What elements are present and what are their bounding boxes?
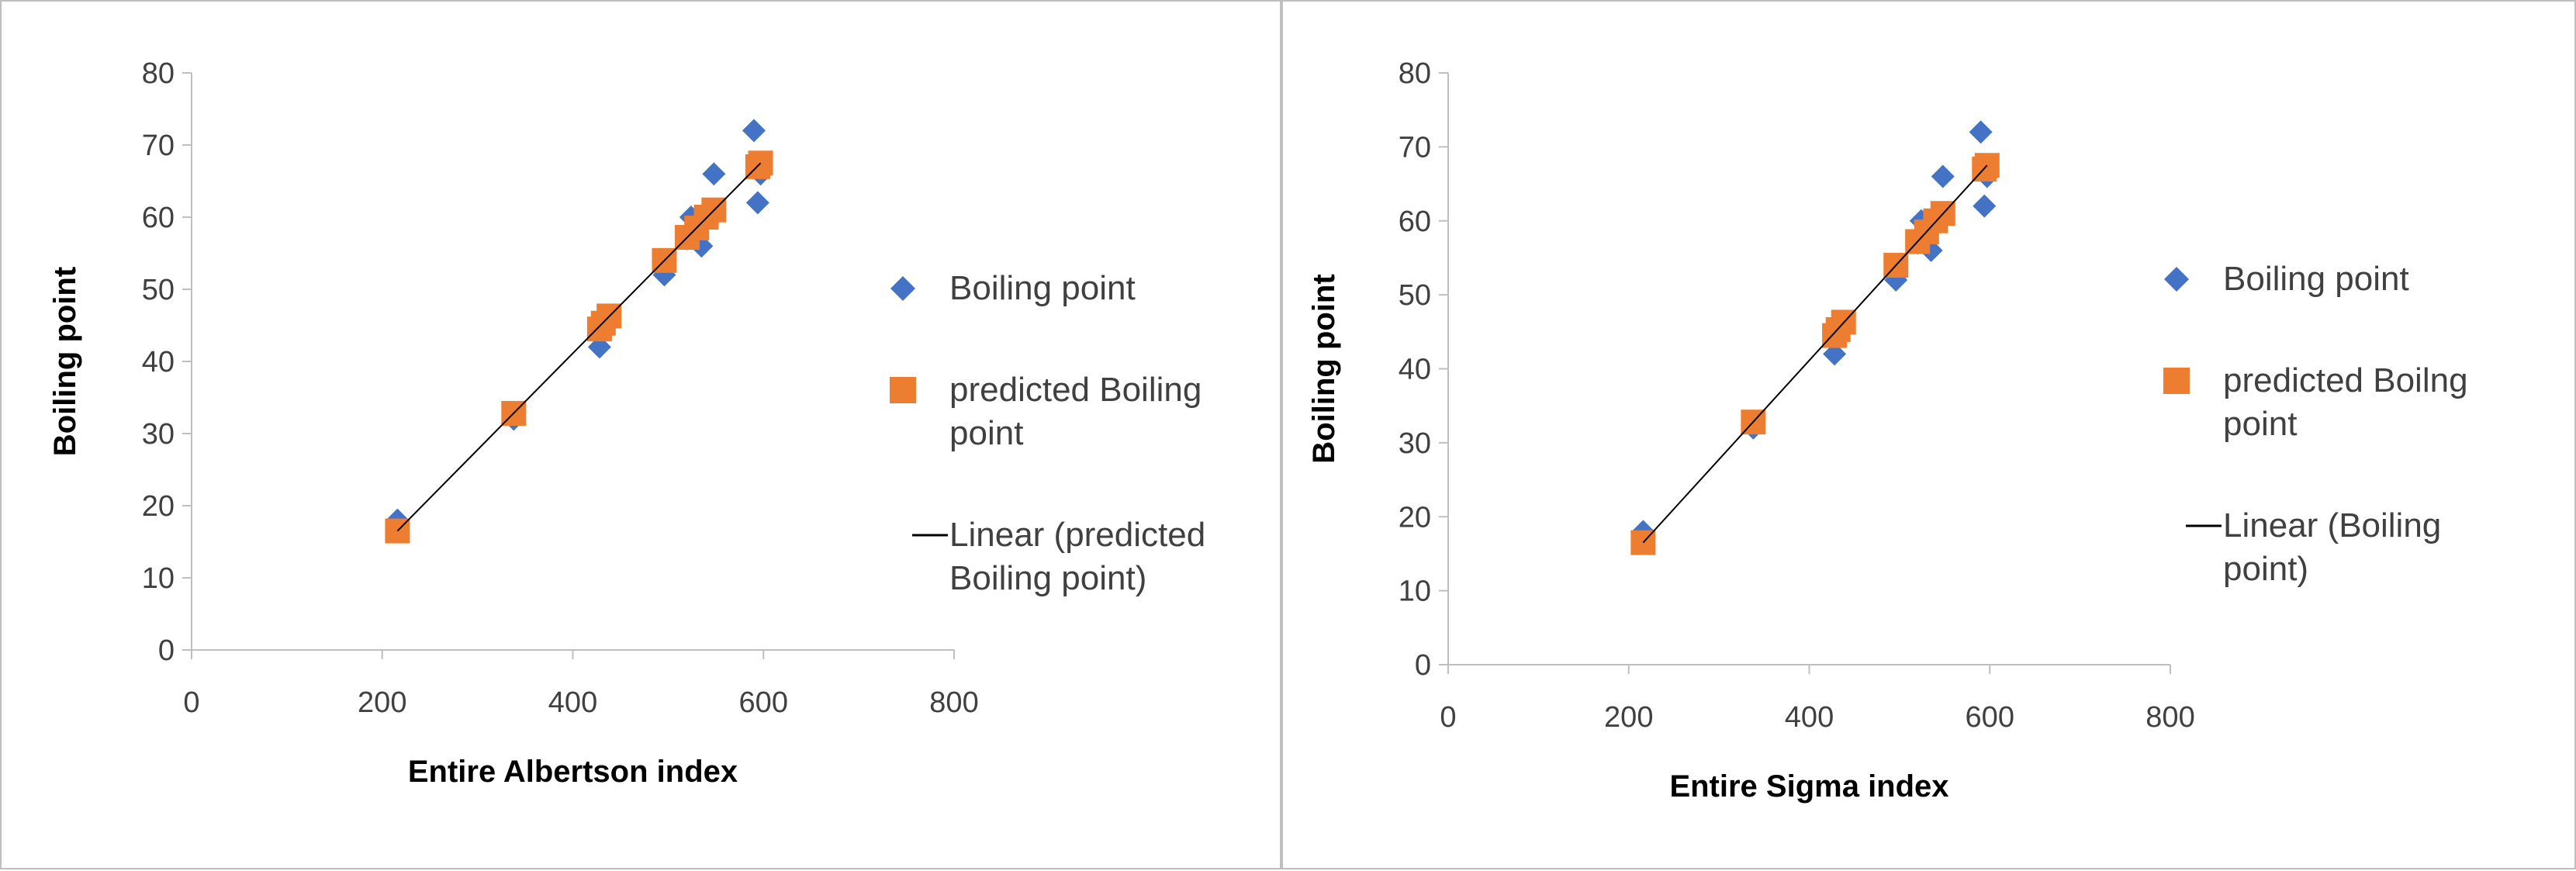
y-tick-label: 50	[1399, 279, 1431, 312]
y-tick-label: 60	[142, 202, 175, 234]
legend-square-swatch	[890, 377, 916, 403]
legend-entry: Boiling point	[949, 269, 1136, 307]
trendline	[1642, 164, 1988, 544]
y-tick-label: 10	[1399, 575, 1431, 608]
x-tick-label: 800	[2146, 701, 2194, 734]
x-tick-label: 0	[1440, 701, 1456, 734]
x-tick-label: 400	[1785, 701, 1834, 734]
actual-data-point	[1823, 342, 1847, 366]
x-tick-label: 600	[739, 686, 788, 719]
legend-entry: Linear (predicted Boiling point)	[949, 516, 1205, 597]
actual-data-point	[1969, 120, 1993, 144]
y-tick-label: 80	[142, 57, 175, 90]
y-tick-label: 40	[142, 346, 175, 378]
y-tick-label: 0	[158, 634, 175, 667]
trendline	[396, 162, 762, 532]
legend-entry: predicted Boiling point	[949, 371, 1202, 452]
y-tick-label: 70	[1399, 131, 1431, 164]
x-axis-title: Entire Sigma index	[1669, 769, 1948, 804]
x-tick-label: 800	[929, 686, 978, 719]
chart-panel-albertson: 0 10 20 30 40 50 60 70 80 0 200 400 600 800 Entire Alb…	[0, 0, 1281, 869]
y-axis-title: Boiling point	[48, 267, 82, 456]
actual-data-point	[702, 162, 726, 186]
x-axis-title: Entire Albertson index	[408, 755, 738, 789]
y-tick-label: 40	[1399, 354, 1431, 386]
actual-data-point	[1919, 238, 1943, 262]
y-tick-label: 10	[142, 562, 175, 595]
y-tick-label: 20	[1399, 501, 1431, 534]
legend-square-swatch	[2163, 368, 2190, 394]
x-tick-label: 200	[358, 686, 406, 719]
legend-entry: predicted Boilng point	[2223, 361, 2468, 443]
y-tick-label: 0	[1415, 649, 1431, 682]
x-tick-label: 400	[548, 686, 597, 719]
y-tick-label: 30	[1399, 427, 1431, 460]
y-tick-label: 20	[142, 490, 175, 523]
legend-diamond-swatch	[2164, 267, 2189, 292]
chart-panel-sigma: 0 10 20 30 40 50 60 70 80 0 200 400 600 800 Entire Sig…	[1281, 0, 2576, 869]
actual-data-point	[1973, 194, 1997, 218]
legend-entry: Linear (Boiling point)	[2223, 506, 2441, 588]
y-tick-label: 60	[1399, 206, 1431, 238]
x-tick-label: 0	[183, 686, 199, 719]
y-tick-label: 80	[1399, 57, 1431, 90]
legend-diamond-swatch	[890, 276, 915, 301]
legend-entry: Boiling point	[2223, 260, 2409, 298]
x-tick-label: 600	[1966, 701, 2014, 734]
actual-data-point	[742, 119, 766, 143]
y-tick-label: 70	[142, 130, 175, 162]
y-tick-label: 30	[142, 418, 175, 451]
actual-data-point	[745, 191, 769, 215]
y-axis-title: Boiling point	[1307, 274, 1341, 463]
x-tick-label: 200	[1604, 701, 1653, 734]
y-tick-label: 50	[142, 274, 175, 306]
actual-data-point	[1931, 164, 1955, 188]
